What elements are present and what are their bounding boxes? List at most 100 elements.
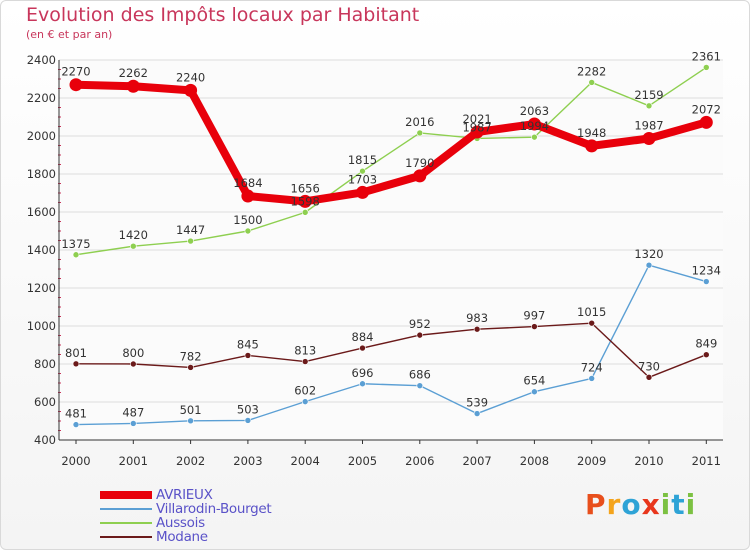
data-point [359,167,366,175]
data-label: 503 [237,402,259,416]
data-label: 1987 [634,118,663,132]
data-label: 1656 [291,181,320,195]
data-point [241,189,255,203]
data-label: 952 [409,317,431,331]
data-label: 884 [352,330,374,344]
y-tick-label: 400 [34,433,56,447]
data-point [645,373,653,381]
x-tick-label: 2003 [233,454,262,468]
data-point [531,388,538,396]
data-label: 800 [122,346,144,360]
data-point [69,78,83,92]
logo-letter: i [685,488,697,521]
y-tick-label: 800 [34,357,56,371]
legend-swatch [100,508,152,510]
legend-label: Villarodin-Bourget [156,501,272,517]
data-point [130,242,137,250]
x-tick-label: 2007 [462,454,491,468]
series-line-avrieux [72,80,711,206]
x-tick-label: 2008 [520,454,549,468]
data-point [473,325,481,333]
data-label: 724 [581,360,603,374]
data-point [588,319,596,327]
data-label: 501 [180,403,202,417]
logo-letter: x [641,488,661,521]
chart-title: Evolution des Impôts locaux par Habitant [26,4,420,26]
y-tick-label: 1600 [27,205,56,219]
y-tick-label: 2200 [27,91,56,105]
data-point [298,194,312,208]
data-label: 696 [352,366,374,380]
data-point [413,169,427,183]
data-point [72,360,80,368]
data-label: 1234 [692,264,721,278]
x-tick-label: 2006 [405,454,434,468]
data-point [702,64,710,71]
data-label: 2361 [692,49,721,63]
series-line-villarodin-bourget [75,264,707,426]
data-point [72,251,80,259]
y-tick-label: 1400 [27,243,56,257]
data-label: 2240 [176,70,205,84]
logo-letter: P [585,488,607,521]
data-point [356,185,369,199]
legend-label: Modane [156,529,208,545]
data-label: 686 [409,368,431,382]
data-label: 2262 [119,66,148,80]
data-point [527,117,541,131]
data-label: 2021 [462,112,491,126]
data-point [244,417,252,424]
data-label: 997 [523,309,545,323]
data-point [473,410,481,417]
data-label: 1447 [176,223,205,237]
logo-letter: o [621,488,642,521]
x-tick-label: 2000 [61,454,90,468]
logo-letter: i [660,488,672,521]
data-point [184,83,198,97]
data-point [359,344,366,352]
data-label: 2159 [634,88,663,102]
data-label: 2282 [577,64,606,78]
data-point [187,417,194,425]
data-label: 849 [695,337,717,351]
data-label: 1987 [462,120,491,134]
data-point [588,79,596,86]
data-point [531,133,538,141]
data-point [244,352,252,359]
data-label: 801 [65,346,87,360]
data-point [72,421,80,428]
data-label: 1375 [61,237,90,251]
data-label: 602 [294,384,316,398]
data-label: 2016 [405,115,434,129]
chart-subtitle: (en € et par an) [26,28,113,41]
y-tick-label: 600 [34,395,56,409]
data-label: 1703 [348,172,377,186]
legend-label: AVRIEUX [156,487,213,503]
data-point [416,129,424,137]
x-tick-label: 2010 [634,454,663,468]
y-tick-label: 2000 [27,129,56,143]
data-point [244,227,252,235]
y-tick-label: 1000 [27,319,56,333]
x-tick-label: 2004 [291,454,320,468]
y-tick-label: 2400 [27,53,56,67]
data-label: 983 [466,311,488,325]
data-point [531,323,538,330]
data-label: 1015 [577,305,606,319]
data-point [699,115,713,129]
data-point [187,237,194,245]
data-label: 730 [638,359,660,373]
proxiti-logo: Proxiti [585,488,696,521]
x-tick-label: 2001 [119,454,148,468]
data-label: 1684 [233,176,262,190]
data-point [645,102,653,110]
data-label: 1598 [291,194,320,208]
data-label: 1994 [520,119,549,133]
x-tick-label: 2011 [692,454,721,468]
logo-letter: t [671,488,686,521]
data-label: 813 [294,344,316,358]
data-point [359,380,366,388]
data-point [301,358,309,365]
series-line-modane [75,322,707,378]
